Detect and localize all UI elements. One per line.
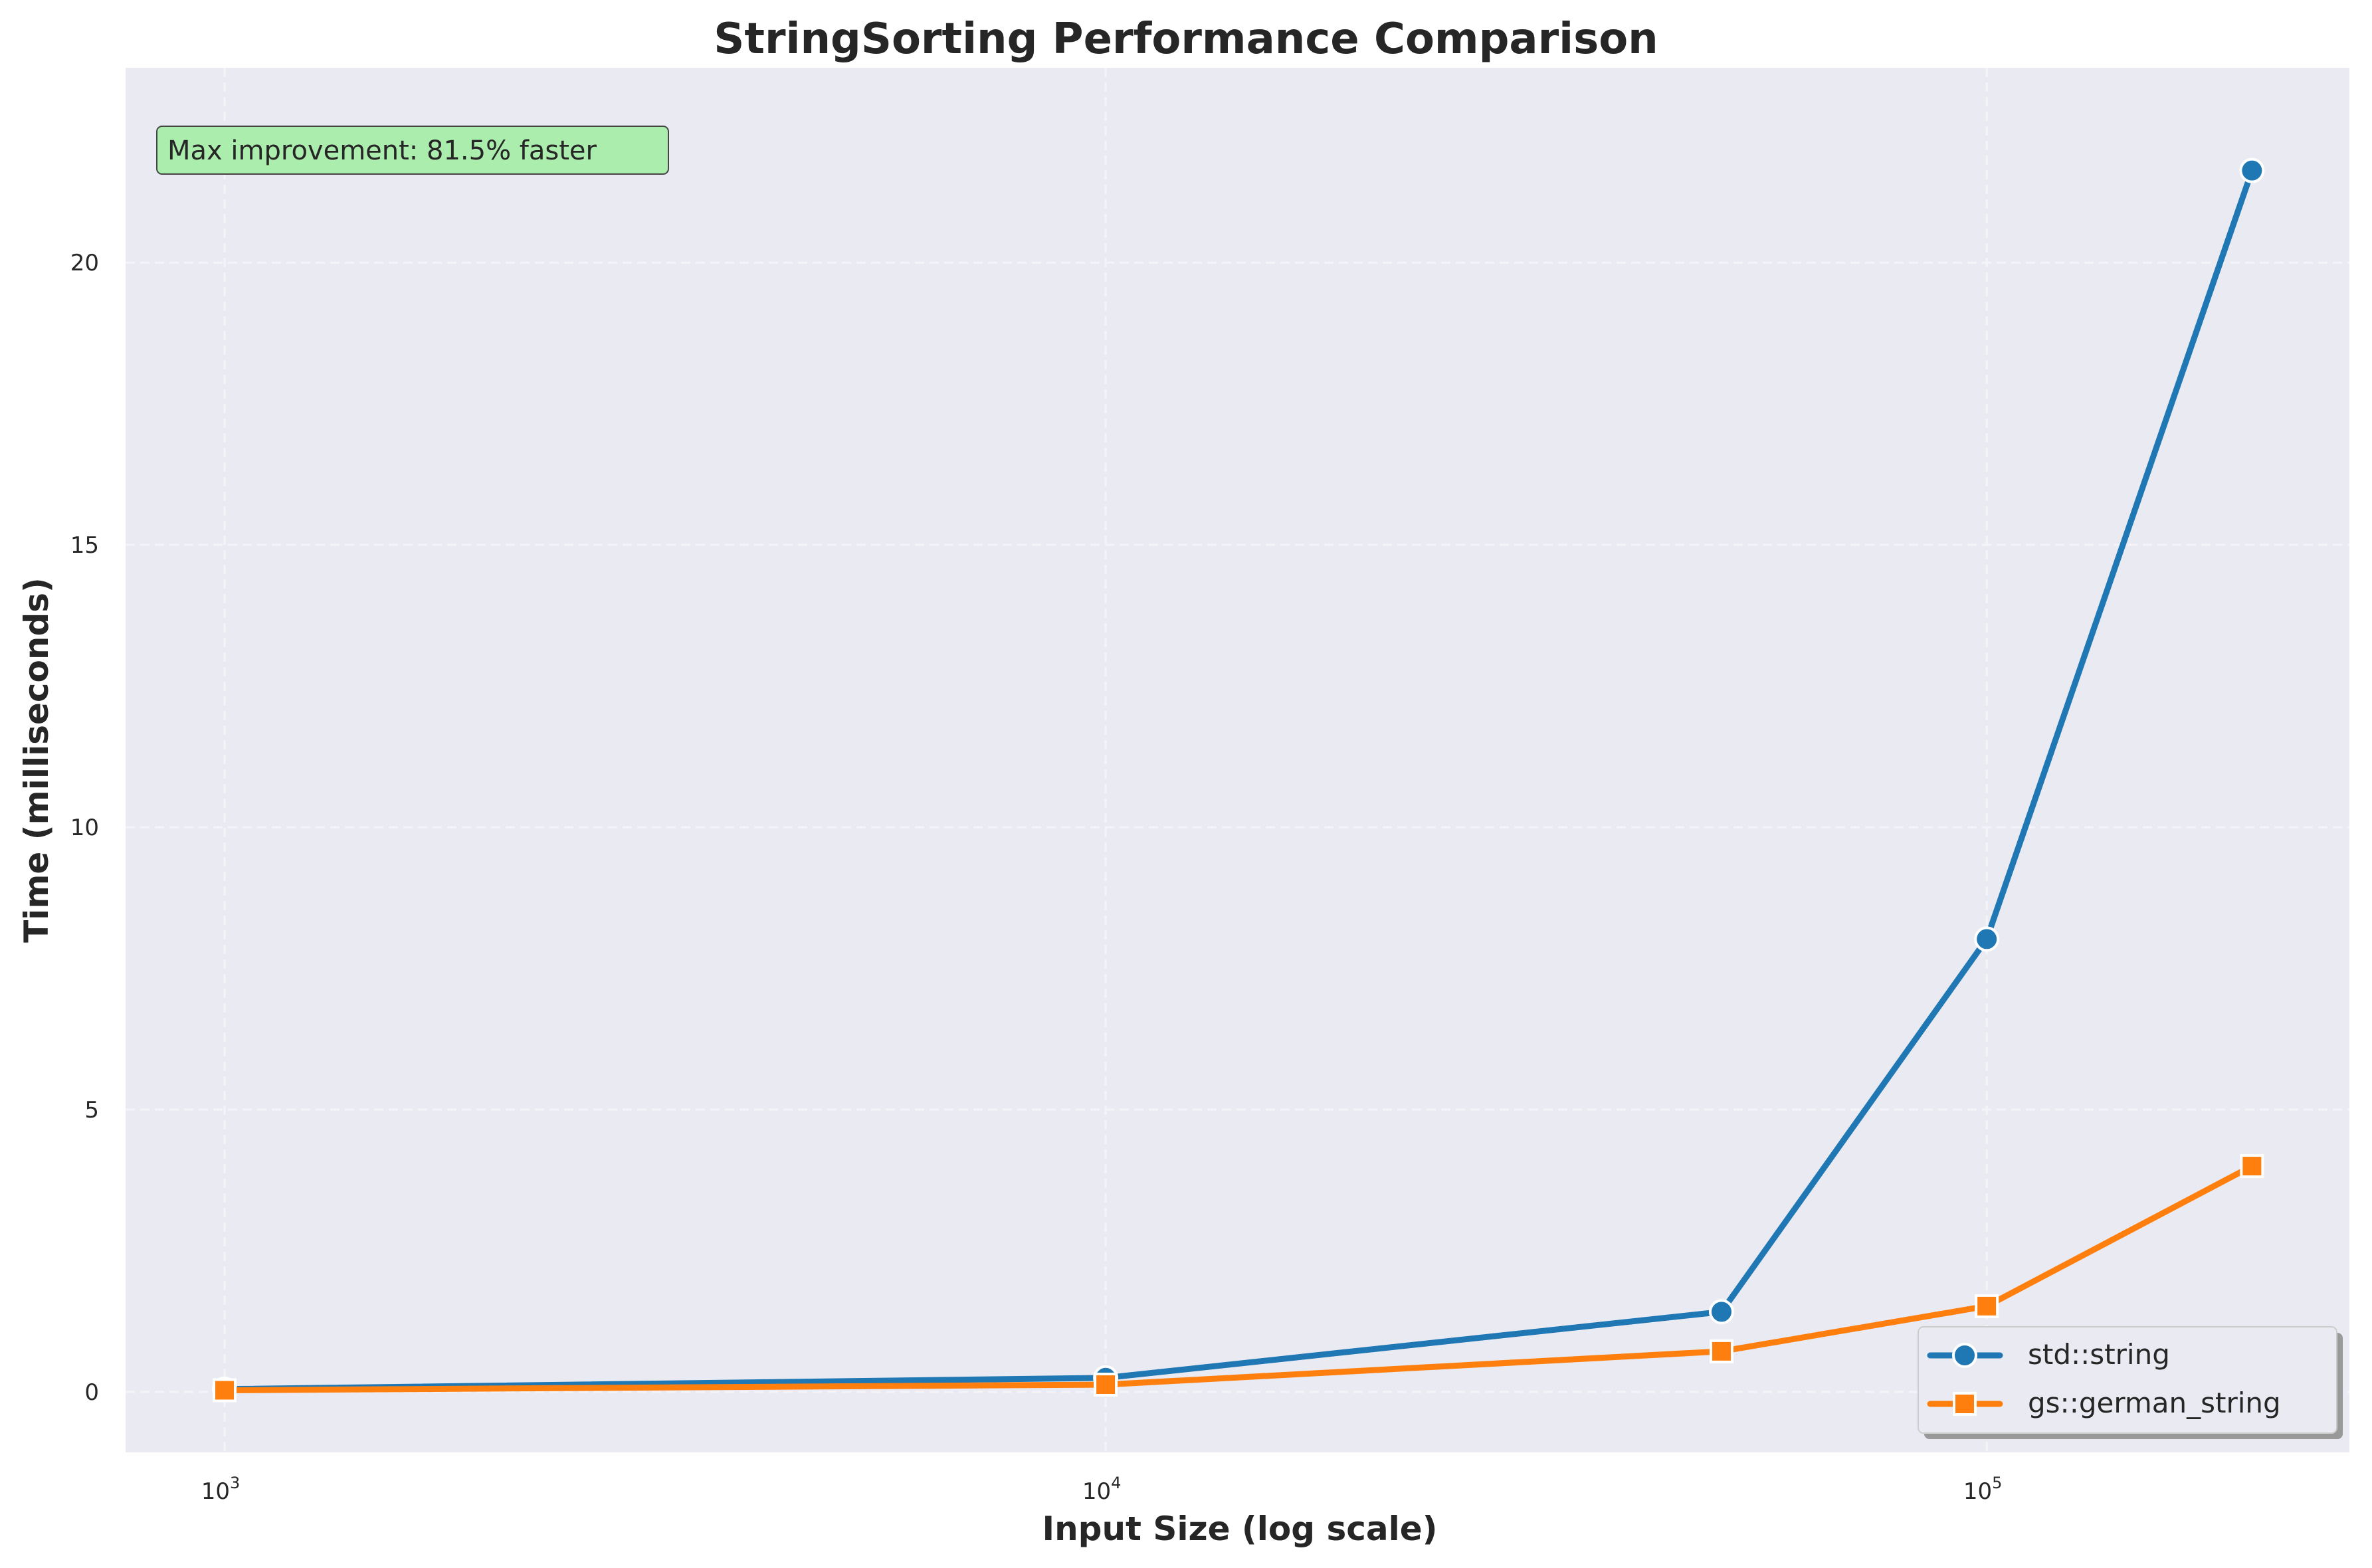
x-axis-label: Input Size (log scale): [1042, 1510, 1437, 1548]
data-point: [213, 1378, 237, 1403]
data-point: [1094, 1373, 1118, 1397]
x-tick-label: 105: [1963, 1474, 2003, 1505]
annotation-box: [156, 126, 669, 175]
x-tick-label: 103: [201, 1474, 241, 1505]
x-tick-label: 104: [1082, 1474, 1122, 1505]
legend: std::string gs::german_string: [1918, 1326, 2343, 1439]
data-point: [1974, 926, 2000, 952]
annotation: Max improvement: 81.5% faster: [156, 126, 669, 175]
y-tick-label: 15: [70, 532, 99, 559]
data-point: [1709, 1339, 1733, 1363]
grid: [126, 68, 2349, 1452]
legend-label-german-string: gs::german_string: [2028, 1387, 2281, 1419]
annotation-text: Max improvement: 81.5% faster: [167, 136, 597, 166]
y-tick-label: 20: [70, 250, 99, 276]
y-tick-label: 5: [84, 1097, 99, 1124]
legend-label-std-string: std::string: [2028, 1338, 2170, 1371]
series-german-string: [213, 1154, 2264, 1403]
data-point: [2239, 157, 2265, 183]
data-point: [1708, 1299, 1734, 1325]
chart-title: StringSorting Performance Comparison: [714, 15, 1658, 64]
data-point: [2240, 1154, 2264, 1179]
y-axis-label: Time (milliseconds): [17, 577, 56, 943]
legend-square-marker-icon: [1953, 1392, 1977, 1416]
y-tick-label: 0: [84, 1379, 99, 1406]
ticks: 0 5 10 15 20 103 104 105: [70, 250, 2003, 1505]
y-tick-label: 10: [70, 815, 99, 841]
series-layer: [212, 157, 2265, 1403]
legend-box: [1918, 1326, 2337, 1434]
data-point: [1975, 1294, 1999, 1318]
legend-circle-marker-icon: [1952, 1343, 1977, 1368]
plot-area: [126, 68, 2349, 1452]
